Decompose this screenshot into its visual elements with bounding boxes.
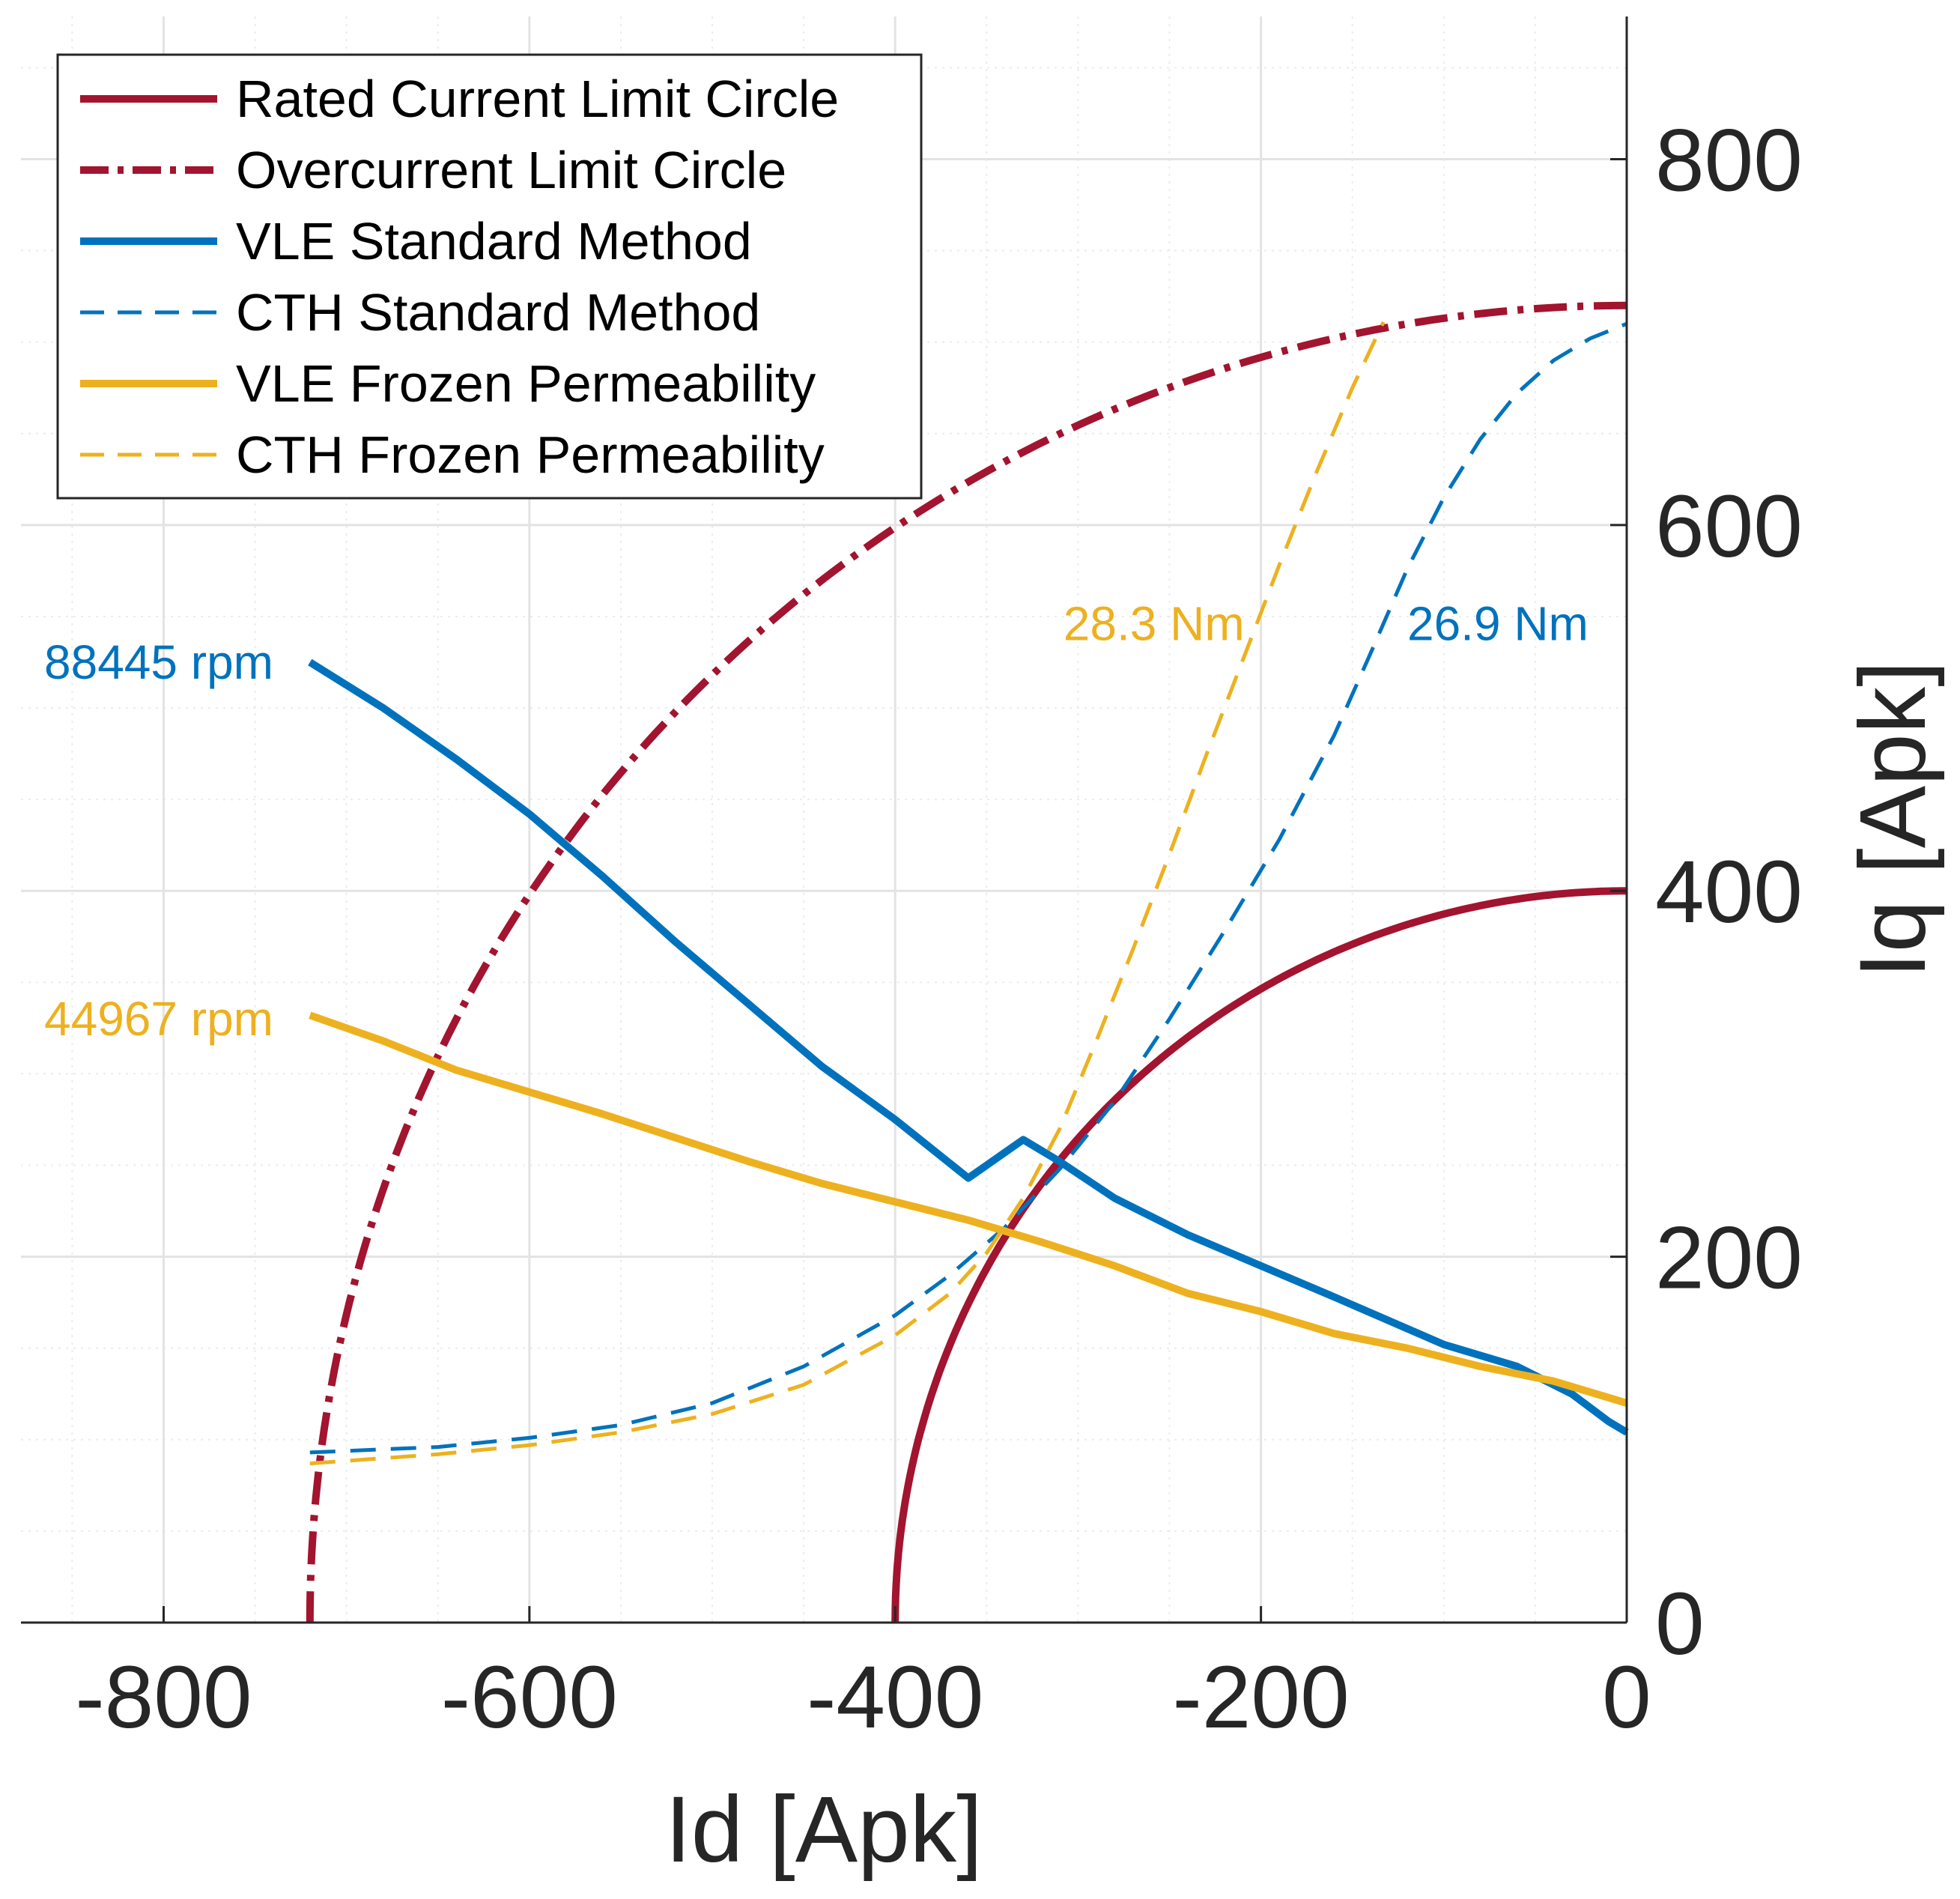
legend-label-vle-frozen-permeability: VLE Frozen Permeability: [236, 354, 816, 413]
annotation-26-9-nm: 26.9 Nm: [1407, 597, 1589, 651]
x-tick-label: -600: [441, 1648, 618, 1747]
legend-label-vle-standard-method: VLE Standard Method: [236, 212, 752, 270]
annotation-44967-rpm: 44967 rpm: [44, 992, 273, 1046]
legend-label-cth-frozen-permeability: CTH Frozen Permeability: [236, 425, 825, 484]
x-tick-label: -400: [807, 1648, 983, 1747]
x-tick-label: -800: [75, 1648, 252, 1747]
legend-label-overcurrent-limit-circle: Overcurrent Limit Circle: [236, 141, 786, 199]
annotations: 88445 rpm 44967 rpm 28.3 Nm 26.9 Nm: [44, 597, 1589, 1046]
series-cth-standard-method: [309, 321, 1627, 1455]
x-tick-label: -200: [1173, 1648, 1350, 1747]
annotation-28-3-nm: 28.3 Nm: [1064, 597, 1245, 651]
y-axis-label: Iq [Apk]: [1841, 661, 1945, 978]
y-tick-label: 600: [1655, 477, 1803, 576]
annotation-88445-rpm: 88445 rpm: [44, 635, 273, 689]
y-tick-label: 800: [1655, 111, 1803, 210]
series-vle-frozen-permeability: [309, 1011, 1628, 1407]
x-tick-label: 0: [1602, 1648, 1651, 1747]
legend-label-cth-standard-method: CTH Standard Method: [236, 283, 760, 342]
plot-series: [306, 301, 1629, 1623]
legend-box: [56, 53, 923, 500]
x-axis-label: Id [Apk]: [665, 1778, 983, 1882]
series-vle-standard-method: [308, 658, 1629, 1436]
y-tick-label: 400: [1655, 843, 1803, 942]
legend: Rated Current Limit Circle Overcurrent Li…: [56, 53, 923, 500]
y-tick-label: 200: [1655, 1209, 1803, 1308]
legend-label-rated-current-limit-circle: Rated Current Limit Circle: [236, 70, 839, 128]
axes: -800 -600 -400 -200 00 200 400 600 800 Id [Apk] Iq…: [21, 16, 1945, 1882]
y-tick-label: 0: [1655, 1575, 1705, 1674]
series-cth-frozen-permeability: [309, 321, 1386, 1466]
series-overcurrent-limit-circle: [306, 301, 1627, 1623]
